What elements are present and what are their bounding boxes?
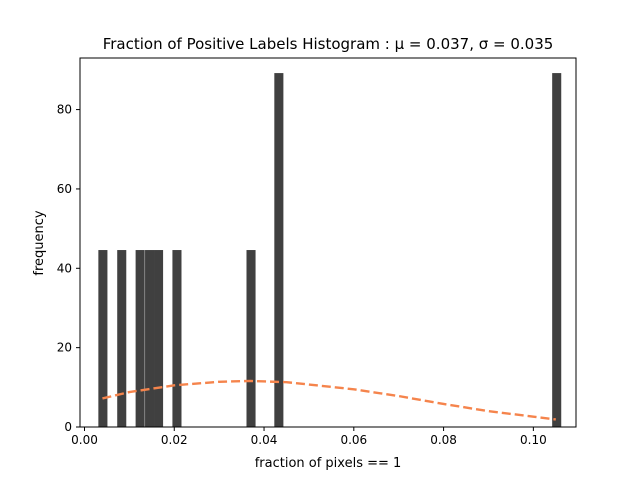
curve-layer (102, 379, 556, 421)
y-tick-label-2: 40 (57, 261, 72, 275)
x-tick-label-2: 0.04 (251, 433, 278, 447)
histogram-bar-8 (552, 73, 562, 427)
y-axis-ticks: 0 20 40 60 80 (57, 103, 80, 434)
x-axis-ticks: 0.00 0.02 0.04 0.06 0.08 0.10 (71, 427, 547, 447)
histogram-bar-7 (274, 73, 284, 427)
bars-layer (98, 73, 562, 427)
y-tick-label-0: 0 (64, 420, 72, 434)
chart-title: Fraction of Positive Labels Histogram : … (103, 35, 554, 53)
histogram-bar-2 (135, 250, 145, 427)
x-tick-label-1: 0.02 (161, 433, 188, 447)
histogram-bar-4 (154, 250, 164, 427)
histogram-bar-0 (98, 250, 108, 427)
y-tick-label-3: 60 (57, 182, 72, 196)
histogram-bar-3 (145, 250, 155, 427)
histogram-bar-5 (172, 250, 182, 427)
x-tick-label-0: 0.00 (71, 433, 98, 447)
histogram-bar-6 (246, 250, 256, 427)
y-tick-label-1: 20 (57, 341, 72, 355)
x-tick-label-5: 0.10 (520, 433, 547, 447)
y-tick-label-4: 80 (57, 103, 72, 117)
y-axis-label: frequency (32, 210, 47, 276)
normal-fit-curve-0 (102, 379, 556, 421)
x-axis-label: fraction of pixels == 1 (255, 456, 402, 471)
plot-frame (79, 57, 577, 428)
histogram-bar-1 (117, 250, 127, 427)
x-tick-label-3: 0.06 (340, 433, 367, 447)
x-tick-label-4: 0.08 (430, 433, 457, 447)
